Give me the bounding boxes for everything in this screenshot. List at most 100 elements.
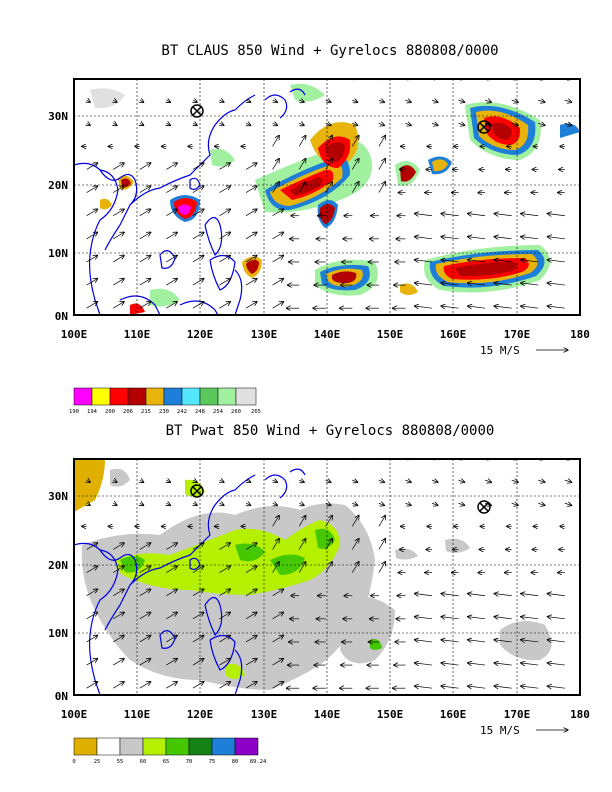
wind-vector (272, 658, 284, 666)
wind-vector (245, 209, 257, 217)
wind-vector (139, 302, 151, 309)
wind-vector (192, 635, 204, 643)
wind-vector (245, 566, 257, 573)
wind-vector (273, 123, 278, 125)
wind-vector (219, 589, 230, 597)
wind-vector (166, 658, 177, 666)
wind-vector (468, 260, 486, 262)
wind-vector (494, 686, 512, 688)
wind-vector (511, 100, 519, 102)
vector-key-label: 15 M/S (480, 724, 520, 737)
panel2-gridlines (74, 459, 580, 695)
tick-label: 180 (570, 708, 590, 721)
wind-vector (458, 123, 465, 125)
tick-label: 150E (377, 708, 404, 721)
wind-vector (298, 538, 306, 550)
wind-vector (352, 123, 357, 125)
panel2-title: BT Pwat 850 Wind + Gyrelocs 880808/0000 (166, 423, 495, 439)
wind-vector (378, 123, 385, 125)
wind-vector (140, 480, 144, 482)
tick-label: 30N (48, 490, 68, 503)
wind-vector (113, 658, 124, 666)
colorbar-label: 206 (123, 409, 133, 415)
colorbar-label: 25 (94, 759, 101, 765)
wind-vector (378, 135, 386, 147)
panel1-map (74, 79, 580, 315)
tick-label: 140E (314, 708, 341, 721)
wind-vector (298, 158, 306, 170)
panel2-vector-key: 15 M/S (480, 724, 568, 737)
panel2-frame (73, 458, 581, 696)
panel2-cyclone-marker-2 (477, 500, 491, 514)
wind-vector (414, 686, 433, 688)
wind-vector (113, 612, 124, 620)
panel1-cyclone-marker-2 (477, 120, 491, 134)
wind-vector (494, 640, 512, 642)
wind-vector (246, 100, 251, 102)
wind-vector (86, 255, 98, 263)
wind-vector (468, 663, 486, 665)
wind-vector (139, 255, 151, 263)
wind-vector (246, 503, 251, 505)
wind-vector (246, 480, 251, 482)
wind-vector (113, 635, 124, 643)
wind-vector (219, 232, 230, 240)
wind-vector (219, 543, 230, 550)
tick-label: 110E (124, 708, 151, 721)
wind-vector (325, 135, 333, 147)
wind-vector (538, 480, 545, 482)
wind-vector (494, 283, 512, 285)
tick-label: 170E (504, 708, 531, 721)
wind-vector (494, 237, 512, 239)
wind-vector (325, 503, 331, 505)
wind-vector (166, 589, 177, 597)
wind-vector (113, 566, 124, 573)
wind-vector (405, 100, 411, 102)
wind-vector (113, 232, 124, 240)
wind-vector (245, 682, 257, 689)
tick-label: 180 (570, 328, 590, 341)
wind-vector (219, 658, 230, 666)
panel2-wind-vectors (82, 459, 572, 689)
panel1-colorbar: 190 194 200 206 215 230 242 248 254 260 … (69, 387, 261, 415)
colorbar-label: 60 (140, 759, 147, 765)
wind-vector (547, 663, 565, 665)
wind-vector (352, 503, 357, 505)
wind-vector (219, 123, 224, 125)
wind-vector (192, 186, 204, 193)
panel2-y-axis: 0N 10N 20N 30N (48, 490, 68, 703)
wind-vector (405, 480, 411, 482)
wind-vector (468, 306, 486, 308)
wind-vector (86, 612, 98, 620)
colorbar-label: 55 (117, 759, 124, 765)
wind-vector (166, 123, 170, 125)
wind-vector (547, 640, 565, 642)
panel2-pwat-field (74, 459, 552, 690)
wind-vector (219, 480, 224, 482)
wind-vector (299, 503, 304, 505)
colorbar-label: 89.24 (250, 759, 267, 765)
wind-vector (273, 480, 278, 482)
panel1-frame (73, 78, 581, 316)
wind-vector (458, 503, 465, 505)
wind-vector (219, 612, 230, 620)
wind-vector (166, 209, 177, 217)
wind-vector (113, 503, 117, 505)
wind-vector (414, 306, 433, 308)
wind-vector (298, 182, 306, 193)
wind-vector (166, 682, 177, 689)
wind-vector (192, 232, 204, 240)
wind-vector (547, 237, 565, 239)
wind-vector (521, 306, 539, 308)
wind-vector (441, 640, 459, 642)
wind-vector (511, 503, 519, 505)
wind-vector (86, 682, 98, 689)
wind-vector (272, 158, 280, 170)
wind-vector (272, 182, 280, 193)
wind-vector (192, 209, 204, 217)
wind-vector (485, 100, 491, 102)
wind-vector (113, 123, 117, 125)
wind-vector (87, 100, 91, 102)
wind-vector (166, 302, 177, 309)
wind-vector (521, 617, 539, 619)
